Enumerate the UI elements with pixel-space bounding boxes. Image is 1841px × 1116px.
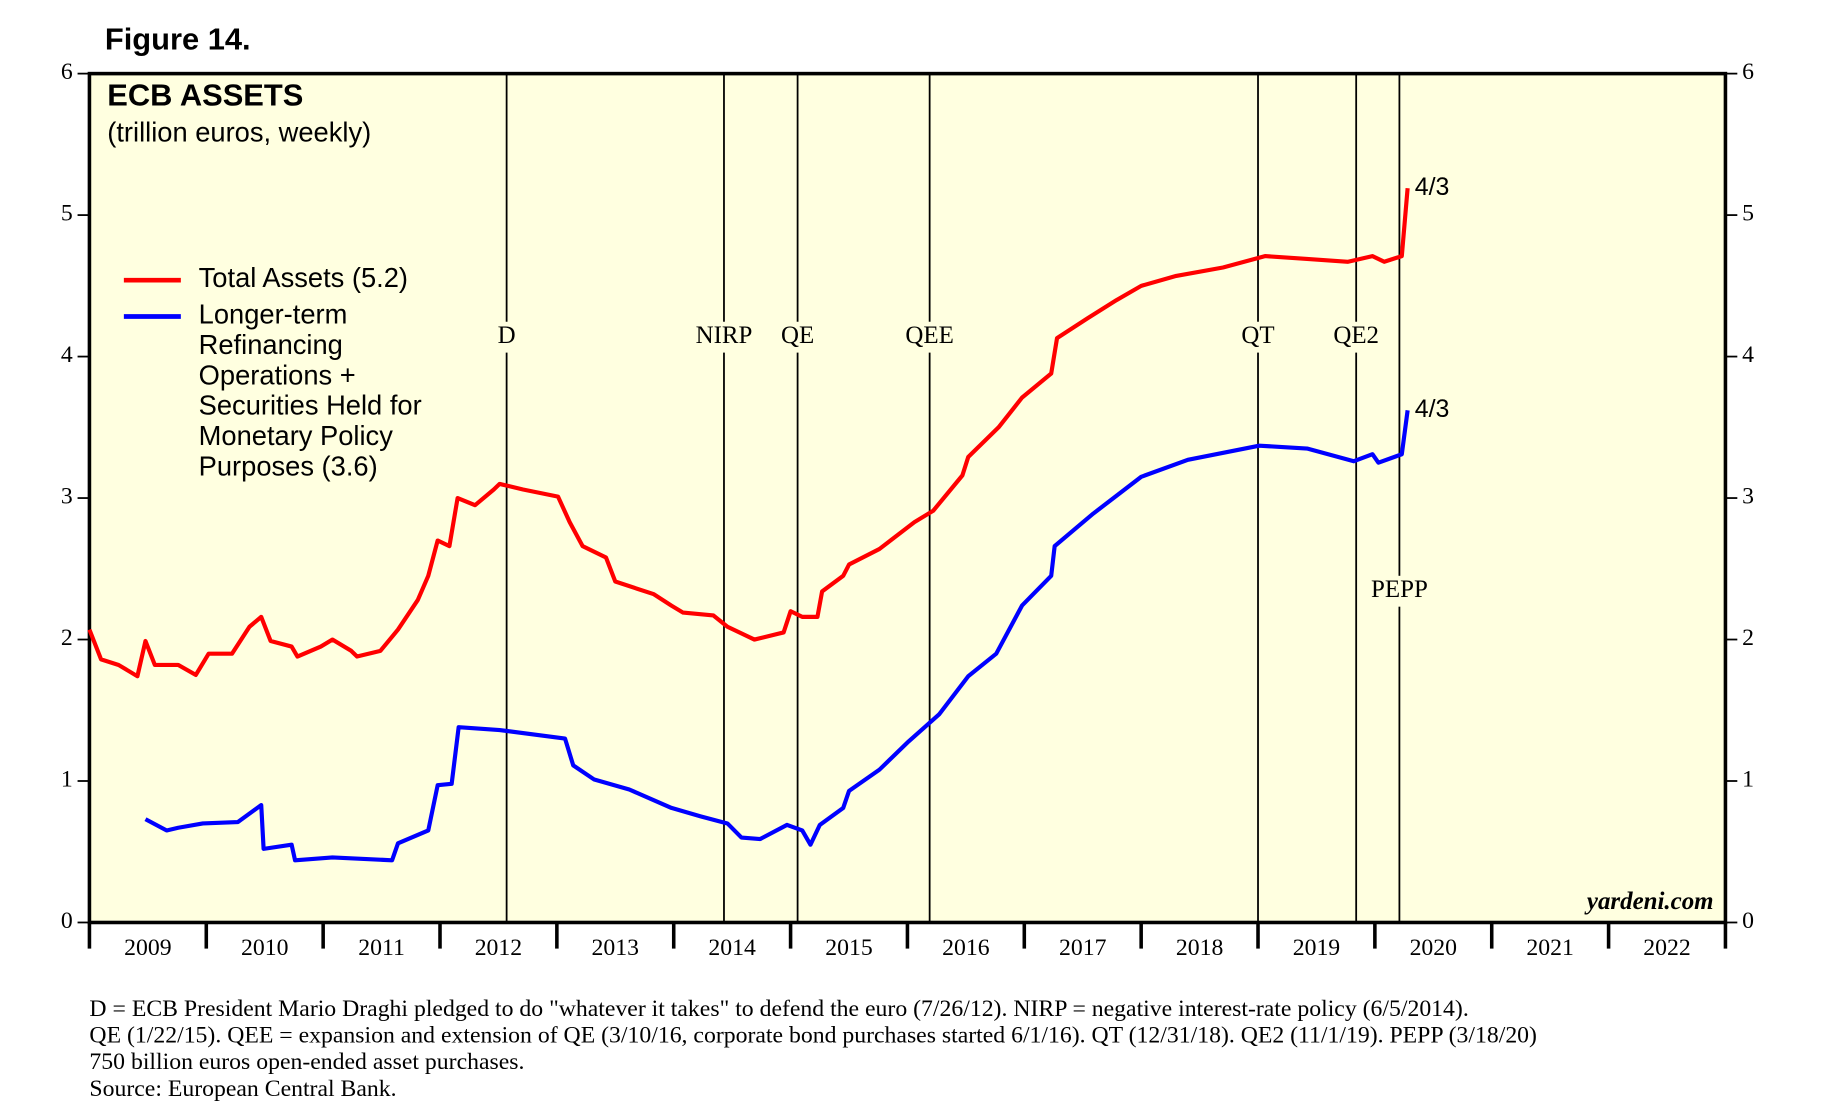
end-label: 4/3 — [1415, 173, 1450, 201]
end-label: 4/3 — [1415, 395, 1450, 423]
x-tick-label: 2016 — [942, 935, 990, 961]
y2-tick-label: 5 — [1742, 201, 1754, 227]
x-tick-label: 2013 — [592, 935, 639, 961]
legend-label: Longer-term Refinancing Operations + Securi… — [199, 299, 422, 482]
event-label: QE2 — [1333, 322, 1379, 349]
event-label-bg — [891, 321, 968, 353]
footnote: Source: European Central Bank. — [89, 1076, 396, 1102]
series-line — [87, 187, 1410, 679]
y2-tick-label: 4 — [1742, 342, 1754, 368]
event-label-bg — [1361, 575, 1438, 607]
x-tick-label: 2022 — [1643, 935, 1690, 961]
figure-label: Figure 14. — [105, 22, 251, 57]
event-label-bg — [1318, 321, 1395, 353]
y2-tick-label: 6 — [1742, 59, 1754, 85]
y2-tick-label: 3 — [1742, 483, 1754, 509]
y-tick-label: 2 — [61, 625, 73, 651]
x-tick-label: 2017 — [1059, 935, 1107, 961]
y-tick-label: 3 — [61, 483, 73, 509]
event-label-bg — [685, 321, 762, 353]
y2-tick-label: 2 — [1742, 625, 1754, 651]
x-tick-label: 2014 — [708, 935, 756, 961]
y-tick-label: 6 — [61, 59, 73, 85]
y-tick-label: 1 — [61, 766, 73, 792]
event-label: PEPP — [1371, 576, 1428, 603]
footnote: QE (1/22/15). QEE = expansion and extens… — [89, 1023, 1537, 1049]
event-label: QEE — [905, 322, 953, 349]
event-label: QE — [781, 322, 814, 349]
x-tick-label: 2010 — [241, 935, 288, 961]
watermark: yardeni.com — [1584, 888, 1714, 915]
x-tick-label: 2018 — [1176, 935, 1223, 961]
plot-area — [87, 71, 1728, 925]
event-label: NIRP — [696, 322, 753, 349]
event-label-bg — [1220, 321, 1297, 353]
y2-tick-label: 1 — [1742, 766, 1754, 792]
y-tick-label: 0 — [61, 908, 73, 934]
y-tick-label: 4 — [61, 342, 73, 368]
x-tick-label: 2009 — [124, 935, 171, 961]
x-tick-label: 2021 — [1526, 935, 1573, 961]
x-tick-label: 2012 — [475, 935, 522, 961]
y2-tick-label: 0 — [1742, 908, 1754, 934]
x-tick-label: 2015 — [825, 935, 872, 961]
footnote: 750 billion euros open-ended asset purch… — [89, 1049, 524, 1075]
x-tick-label: 2019 — [1293, 935, 1340, 961]
event-label-bg — [759, 321, 836, 353]
legend-label: Total Assets (5.2) — [199, 262, 408, 293]
event-label: D — [498, 322, 516, 349]
y-tick-label: 5 — [61, 201, 73, 227]
x-tick-label: 2020 — [1410, 935, 1457, 961]
footnote: D = ECB President Mario Draghi pledged t… — [89, 996, 1468, 1022]
series-line — [144, 410, 1410, 863]
event-label: QT — [1241, 322, 1274, 349]
event-label-bg — [468, 321, 545, 353]
chart-subtitle: (trillion euros, weekly) — [107, 116, 371, 147]
chart-title: ECB ASSETS — [107, 78, 303, 113]
x-tick-label: 2011 — [358, 935, 405, 961]
